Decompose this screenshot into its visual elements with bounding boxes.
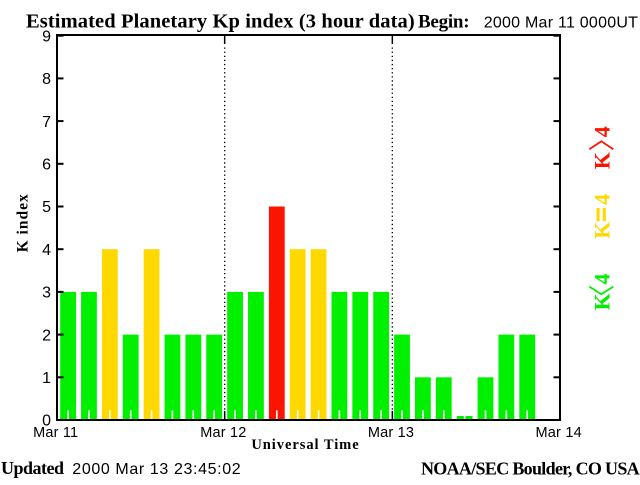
svg-text:K index: K index [15, 193, 32, 252]
svg-text:8: 8 [42, 71, 51, 88]
svg-text:K: K [590, 293, 615, 310]
svg-text:Mar 11: Mar 11 [33, 425, 78, 441]
svg-text:7: 7 [42, 114, 51, 131]
svg-text:4: 4 [42, 242, 51, 259]
svg-text:9: 9 [42, 28, 51, 45]
svg-text:Updated: Updated [1, 458, 64, 478]
svg-text:2000 Mar 13 23:45:02: 2000 Mar 13 23:45:02 [72, 461, 241, 478]
svg-text:0: 0 [42, 413, 51, 430]
svg-text:NOAA/SEC Boulder, CO USA: NOAA/SEC Boulder, CO USA [421, 459, 640, 479]
svg-text:Estimated Planetary Kp index (: Estimated Planetary Kp index (3 hour dat… [26, 11, 415, 33]
svg-text:5: 5 [42, 199, 51, 216]
svg-text:4: 4 [590, 194, 615, 205]
svg-text:4: 4 [590, 274, 615, 285]
svg-text:Mar 12: Mar 12 [200, 425, 246, 441]
svg-text:Begin:: Begin: [418, 12, 469, 33]
svg-text:K: K [590, 152, 615, 169]
svg-text:4: 4 [590, 126, 615, 137]
svg-text:K: K [590, 222, 615, 239]
svg-text:Mar 13: Mar 13 [368, 425, 414, 441]
svg-text:1: 1 [42, 370, 51, 387]
svg-text:3: 3 [42, 285, 51, 302]
svg-text:2: 2 [42, 327, 51, 344]
svg-text:2000 Mar 11 0000UT: 2000 Mar 11 0000UT [484, 15, 639, 32]
svg-text:6: 6 [42, 157, 51, 174]
svg-text:Mar 14: Mar 14 [536, 425, 582, 441]
svg-text:Universal Time: Universal Time [251, 437, 359, 453]
